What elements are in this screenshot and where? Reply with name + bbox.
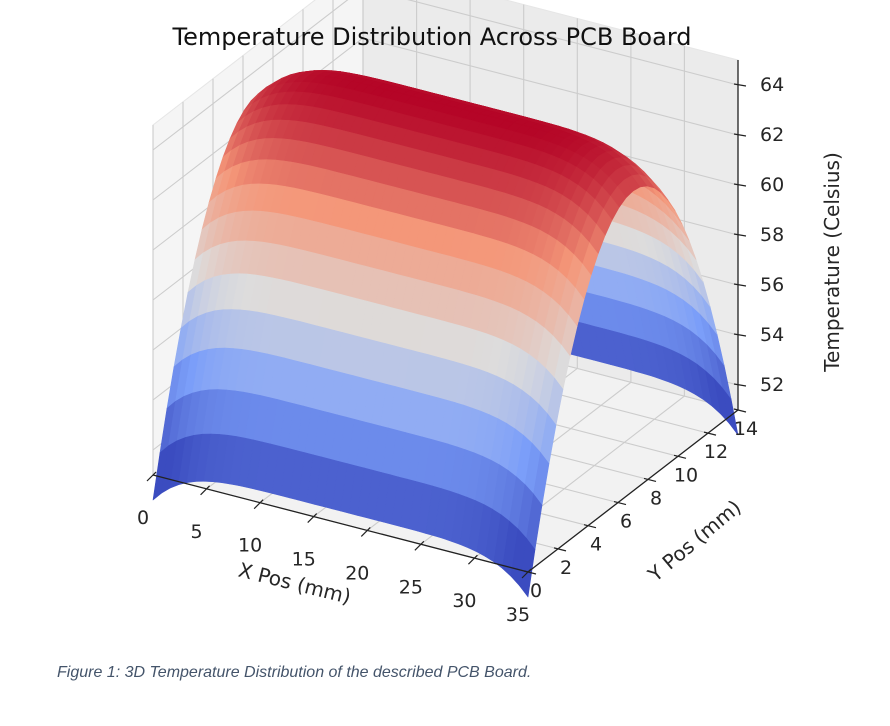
y-tick [613, 500, 627, 506]
z-tick [733, 83, 747, 87]
y-tick-label: 10 [674, 464, 698, 486]
y-tick-label: 6 [620, 511, 632, 533]
x-axis-line [152, 474, 529, 573]
y-tick [523, 570, 537, 575]
x-tick [360, 527, 371, 537]
x-tick [200, 485, 210, 496]
y-tick [733, 408, 747, 413]
y-tick-label: 12 [704, 441, 728, 463]
x-tick-label: 15 [292, 549, 316, 571]
x-tick-label: 30 [452, 590, 476, 612]
y-tick-label: 8 [650, 487, 662, 509]
chart-title: Temperature Distribution Across PCB Boar… [171, 23, 691, 51]
temperature-surface [152, 70, 739, 598]
z-tick [733, 383, 747, 387]
x-tick-label: 5 [191, 521, 203, 543]
x-tick [468, 554, 478, 565]
z-tick [733, 333, 747, 337]
x-tick-label: 35 [506, 604, 530, 626]
z-tick [733, 233, 747, 237]
y-tick-label: 0 [530, 580, 542, 602]
x-tick [253, 499, 264, 510]
z-gridline [152, 37, 739, 201]
y-tick [583, 524, 597, 529]
surface-patch [519, 538, 536, 598]
z-tick-label: 60 [760, 174, 784, 196]
y-tick-label: 4 [590, 534, 602, 556]
y-tick [553, 547, 567, 552]
y-tick [673, 454, 687, 459]
figure-caption: Figure 1: 3D Temperature Distribution of… [57, 664, 532, 681]
x-tick-label: 20 [345, 562, 369, 584]
x-tick-label: 0 [137, 507, 149, 529]
y-tick-label: 14 [734, 418, 758, 440]
z-gridline [152, 0, 739, 151]
y-tick [703, 431, 717, 436]
z-tick [733, 183, 747, 187]
x-tick-label: 25 [399, 576, 423, 598]
z-tick-label: 52 [760, 374, 784, 396]
x-tick [521, 568, 532, 579]
y-axis-line [527, 409, 739, 573]
x-tick [146, 471, 157, 482]
y-tick [643, 477, 657, 483]
z-tick-label: 58 [760, 224, 784, 246]
x-tick [414, 540, 425, 551]
z-tick [733, 133, 747, 137]
z-tick-label: 62 [760, 124, 784, 146]
x-tick-label: 10 [238, 535, 262, 557]
z-tick-label: 54 [760, 324, 784, 346]
y-tick-label: 2 [560, 557, 572, 579]
x-tick [307, 513, 318, 523]
z-tick-label: 64 [760, 74, 784, 96]
z-axis-title: Temperature (Celsius) [820, 152, 844, 373]
z-tick-label: 56 [760, 274, 784, 296]
z-tick [733, 283, 747, 287]
